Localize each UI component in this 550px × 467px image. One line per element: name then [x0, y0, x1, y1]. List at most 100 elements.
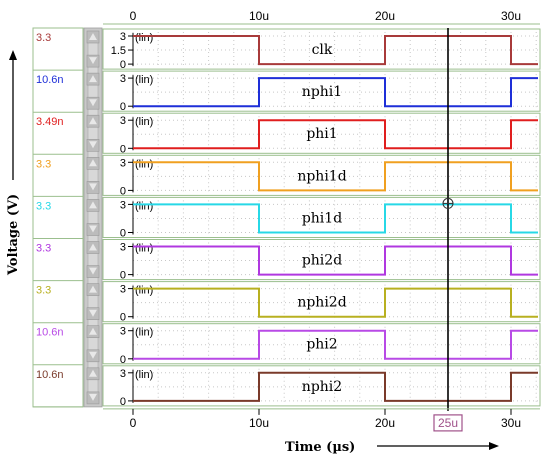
bottom-time-tick-label: 0: [130, 416, 137, 430]
y-tick-label: 0: [120, 312, 126, 324]
y-tick-label: 3: [120, 73, 126, 85]
bottom-time-axis: 0 10u 20u 30u 25u: [103, 408, 540, 432]
triangle-up-icon: [89, 327, 97, 335]
y-axis-arrow-head-icon: [9, 50, 17, 60]
signal-value-readout: 10.6n: [36, 74, 64, 86]
signal-panel-nphi2: 10.6n 3 0 (lin) nphi2: [33, 365, 541, 408]
vertical-scrollbar-thumb[interactable]: [87, 33, 99, 402]
signal-panel-phi2d: 3.3 3 0 (lin) phi2d: [33, 239, 541, 282]
y-tick-label: 0: [120, 396, 126, 408]
triangle-up-icon: [89, 201, 97, 209]
y-tick-label: 0: [120, 270, 126, 282]
waveform-trace-phi2: [133, 329, 538, 360]
signal-value-readout: 3.3: [36, 200, 51, 212]
y-tick-label: 0: [120, 185, 126, 197]
scale-mode-label: (lin): [135, 158, 153, 170]
scale-mode-label: (lin): [135, 243, 153, 255]
y-tick-label: 0: [120, 101, 126, 113]
waveform-trace-clk: [133, 35, 538, 66]
signal-name-label: clk: [312, 42, 333, 58]
signal-name-label: nphi1d: [297, 168, 346, 184]
signal-value-readout: 10.6n: [36, 369, 64, 381]
signal-panel-nphi1d: 3.3 3 0 (lin) nphi1d: [33, 154, 541, 197]
scale-mode-label: (lin): [135, 116, 153, 128]
y-axis-label: Voltage (V): [6, 194, 21, 276]
signal-value-readout: 3.3: [36, 243, 51, 255]
waveform-trace-phi2d: [133, 245, 538, 276]
y-tick-label: 3: [120, 326, 126, 338]
x-axis-label: Time (µs): [285, 440, 355, 455]
signal-value-readout: 3.3: [36, 32, 51, 44]
signal-value-readout: 3.3: [36, 285, 51, 297]
signal-name-label: phi2d: [302, 253, 342, 269]
cursor-time-box[interactable]: [433, 414, 463, 432]
waveform-trace-nphi1: [133, 77, 538, 108]
triangle-down-icon: [89, 99, 97, 107]
triangle-up-icon: [89, 117, 97, 125]
y-tick-label: 3: [120, 157, 126, 169]
y-tick-label: 3: [120, 31, 126, 43]
signal-name-label: nphi2: [302, 379, 342, 395]
signal-name-label: nphi1: [302, 84, 342, 100]
y-tick-label: 3: [120, 284, 126, 296]
triangle-up-icon: [89, 243, 97, 251]
signal-name-label: nphi2d: [297, 295, 346, 311]
signal-panel-phi1d: 3.3 3 0 (lin) phi1d: [33, 196, 541, 240]
triangle-down-icon: [89, 309, 97, 317]
triangle-up-icon: [89, 369, 97, 377]
top-time-tick-label: 10u: [249, 9, 269, 23]
cursor-time-label: 25u: [438, 416, 458, 430]
waveform-trace-nphi1d: [133, 161, 538, 192]
y-tick-label: 0: [120, 143, 126, 155]
y-tick-label: 3: [120, 368, 126, 380]
time-cursor-layer[interactable]: [442, 28, 454, 411]
y-tick-label: 3: [120, 242, 126, 254]
signal-value-readout: 3.3: [36, 158, 51, 170]
scale-mode-label: (lin): [135, 285, 153, 297]
top-time-axis: 0 10u 20u 30u: [103, 9, 540, 25]
y-tick-label: 0: [120, 59, 126, 71]
scale-mode-label: (lin): [135, 369, 153, 381]
signal-panel-phi1: 3.49n 3 0 (lin) phi1: [33, 112, 541, 155]
signal-name-label: phi1: [306, 126, 337, 142]
triangle-up-icon: [89, 159, 97, 167]
waveform-trace-nphi2: [133, 371, 538, 402]
scale-mode-label: (lin): [135, 327, 153, 339]
y-axis-label-container: Voltage (V): [2, 40, 24, 410]
triangle-up-icon: [89, 33, 97, 40]
scale-mode-label: (lin): [135, 200, 153, 212]
waveform-trace-nphi2d: [133, 287, 538, 318]
triangle-down-icon: [89, 141, 97, 149]
signal-panel-frame: [102, 70, 541, 112]
triangle-up-icon: [89, 285, 97, 293]
x-axis-arrow-head-icon: [489, 442, 499, 450]
bottom-time-tick-label: 20u: [375, 416, 395, 430]
waveform-trace-phi1: [133, 119, 538, 150]
signal-name-label: phi2: [306, 337, 337, 353]
signal-panel-nphi1: 10.6n 3 0 (lin) nphi1: [33, 70, 541, 113]
triangle-down-icon: [89, 267, 97, 275]
triangle-down-icon: [89, 225, 97, 233]
bottom-time-tick-label: 10u: [249, 416, 269, 430]
waveform-trace-phi1d: [133, 203, 538, 234]
bottom-time-tick-label: 30u: [501, 416, 521, 430]
top-time-tick-label: 30u: [501, 9, 521, 23]
triangle-down-icon: [89, 57, 97, 65]
triangle-up-icon: [89, 75, 97, 83]
y-tick-label: 0: [120, 228, 126, 240]
y-tick-label: 1.5: [111, 45, 126, 57]
signal-value-readout: 10.6n: [36, 327, 64, 339]
y-tick-label: 3: [120, 199, 126, 211]
signal-panel-clk: 3.3 3 1.5 0 (lin) clk: [33, 28, 541, 71]
signal-panel-nphi2d: 3.3 3 0 (lin) nphi2d: [33, 281, 541, 324]
triangle-down-icon: [89, 183, 97, 191]
triangle-down-icon: [89, 393, 97, 401]
y-tick-label: 3: [120, 115, 126, 127]
signal-value-readout: 3.49n: [36, 116, 64, 128]
scale-mode-label: (lin): [135, 32, 153, 44]
y-tick-label: 0: [120, 354, 126, 366]
top-time-tick-label: 0: [130, 9, 137, 23]
signal-name-label: phi1d: [302, 210, 342, 226]
